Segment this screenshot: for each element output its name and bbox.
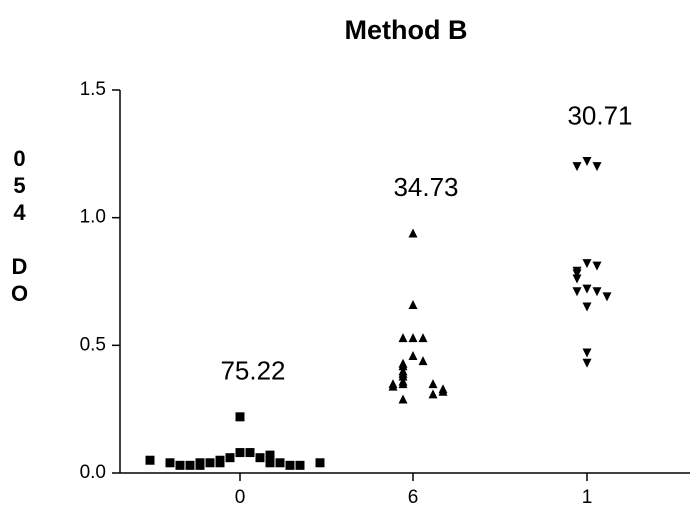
point [582,348,592,358]
point [408,333,418,343]
point [582,156,592,166]
point [175,460,185,470]
point [408,228,418,238]
point [165,458,175,468]
point [265,458,275,468]
point [398,379,408,389]
point [295,460,305,470]
point [195,460,205,470]
point [602,292,612,302]
point [582,358,592,368]
point [592,287,602,297]
point [275,458,285,468]
chart-title: Method B [345,15,468,45]
annotation: 75.22 [220,356,285,386]
point [582,284,592,294]
point [572,269,582,279]
point [225,453,235,463]
point [235,412,245,422]
y-axis-label: 054 DO [7,146,32,308]
point [285,460,295,470]
point [572,287,582,297]
point [408,351,418,361]
point [428,379,438,389]
point [572,162,582,172]
y-tick-label: 0.0 [80,462,106,483]
x-tick-label: 6 [408,487,419,508]
point [315,458,325,468]
point [438,386,448,396]
point [398,371,408,381]
point [582,259,592,269]
point [582,302,592,312]
point [245,448,255,458]
y-tick-label: 0.5 [80,334,106,355]
point [592,162,602,172]
point [398,394,408,404]
point [428,389,438,399]
annotation: 34.73 [393,172,458,202]
point [418,356,428,366]
point [398,361,408,371]
x-tick-label: 1 [582,487,593,508]
point [388,381,398,391]
point [398,333,408,343]
point [255,453,265,463]
point [265,450,275,460]
point [418,333,428,343]
x-tick-label: 0 [235,487,246,508]
y-tick-label: 1.0 [80,207,106,228]
annotation: 30.71 [567,100,632,130]
point [572,274,582,284]
point [408,299,418,309]
point [235,448,245,458]
point [145,455,155,465]
point [205,458,215,468]
point [592,261,602,271]
point [185,460,195,470]
point [215,458,225,468]
y-tick-label: 1.5 [80,79,106,100]
